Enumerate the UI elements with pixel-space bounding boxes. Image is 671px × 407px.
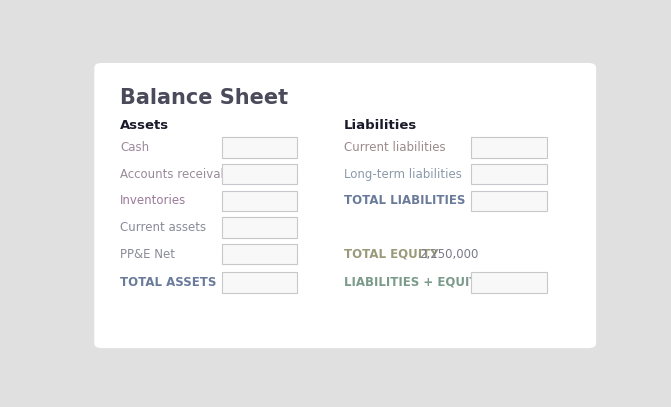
Text: Current assets: Current assets: [120, 221, 207, 234]
FancyBboxPatch shape: [94, 63, 596, 348]
Text: Balance Sheet: Balance Sheet: [120, 88, 289, 108]
FancyBboxPatch shape: [221, 190, 297, 211]
Text: Cash: Cash: [120, 141, 150, 154]
FancyBboxPatch shape: [221, 217, 297, 238]
Text: TOTAL EQUITY: TOTAL EQUITY: [344, 247, 439, 260]
Text: TOTAL LIABILITIES: TOTAL LIABILITIES: [344, 194, 465, 207]
FancyBboxPatch shape: [221, 272, 297, 293]
FancyBboxPatch shape: [471, 272, 547, 293]
FancyBboxPatch shape: [221, 244, 297, 264]
Text: Inventories: Inventories: [120, 194, 187, 207]
FancyBboxPatch shape: [471, 190, 547, 211]
FancyBboxPatch shape: [471, 164, 547, 184]
Text: Accounts receivable: Accounts receivable: [120, 168, 239, 181]
Text: LIABILITIES + EQUITY: LIABILITIES + EQUITY: [344, 276, 486, 289]
Text: Current liabilities: Current liabilities: [344, 141, 446, 154]
Text: Long-term liabilities: Long-term liabilities: [344, 168, 462, 181]
FancyBboxPatch shape: [471, 138, 547, 158]
FancyBboxPatch shape: [221, 164, 297, 184]
FancyBboxPatch shape: [221, 138, 297, 158]
Text: Liabilities: Liabilities: [344, 119, 417, 132]
Text: Assets: Assets: [120, 119, 169, 132]
Text: 2,250,000: 2,250,000: [419, 247, 478, 260]
Text: TOTAL ASSETS: TOTAL ASSETS: [120, 276, 217, 289]
Text: PP&E Net: PP&E Net: [120, 247, 175, 260]
